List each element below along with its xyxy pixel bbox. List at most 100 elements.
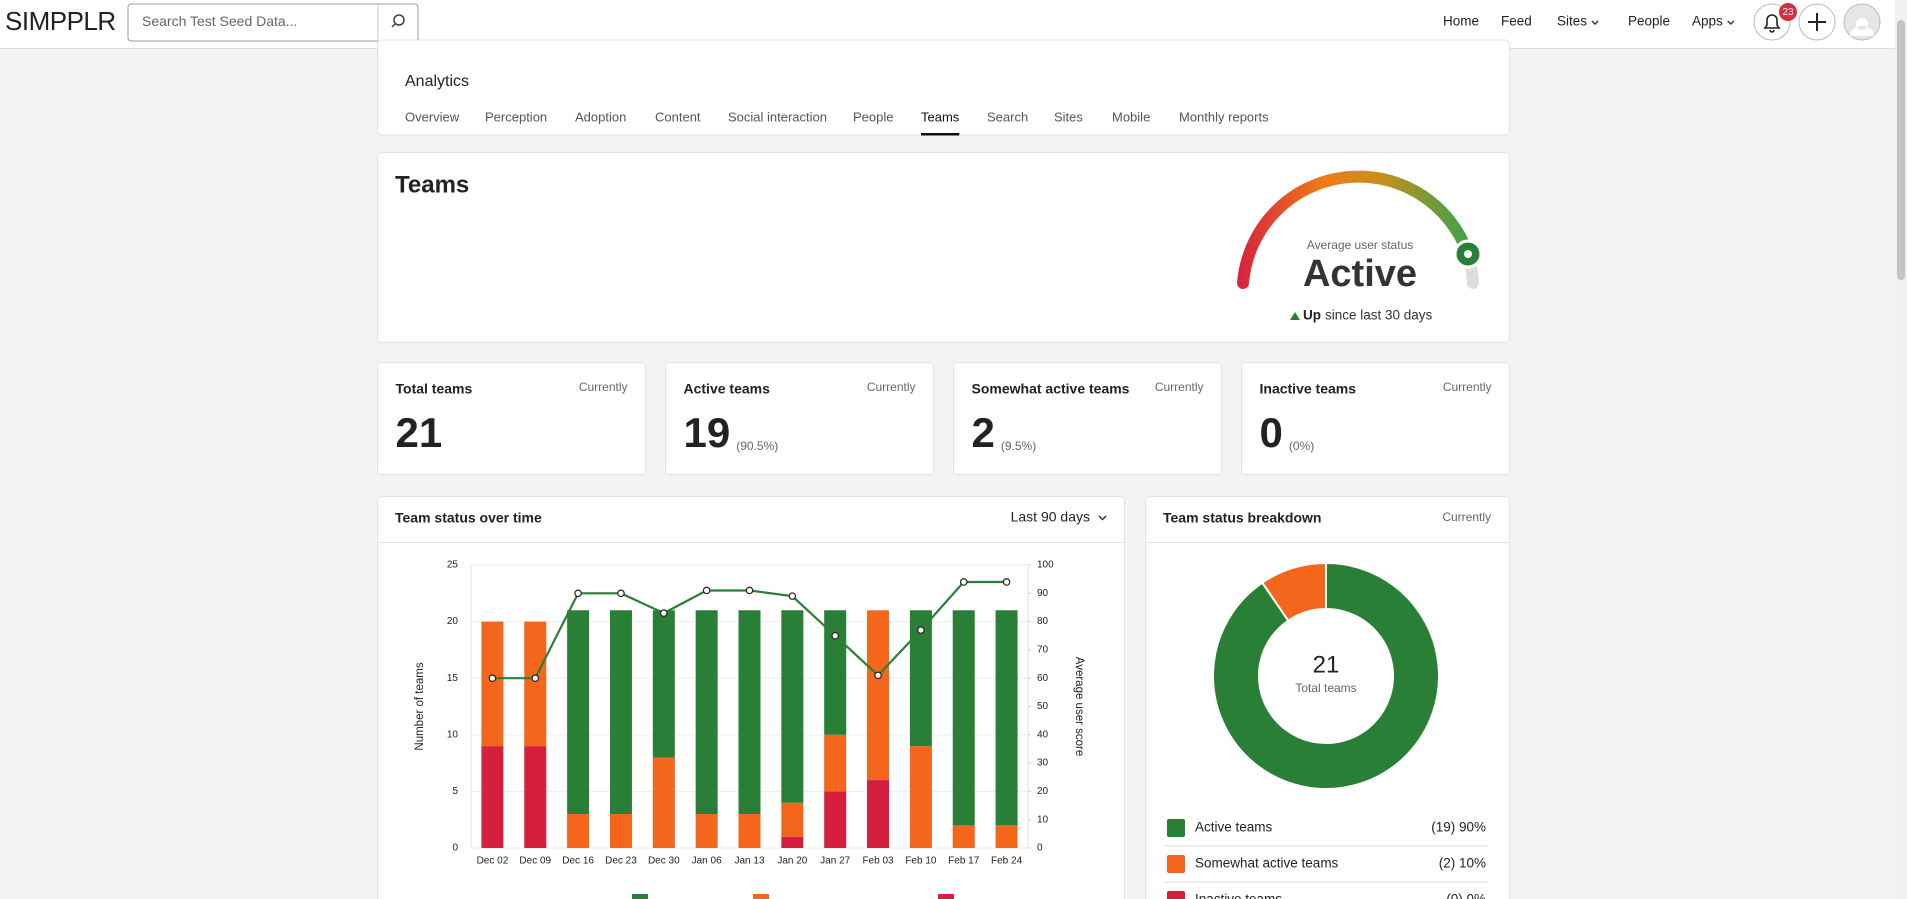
- tab[interactable]: Content: [655, 109, 701, 124]
- bar-segment: [738, 814, 761, 848]
- y2-tick-label: 60: [1037, 673, 1049, 684]
- badge-count: 23: [1782, 7, 1794, 18]
- score-point: [745, 586, 754, 595]
- x-tick-label: Jan 06: [692, 856, 722, 867]
- x-tick-label: Jan 20: [777, 856, 807, 867]
- gauge-marker-dot: [1464, 250, 1472, 258]
- y2-tick-label: 0: [1037, 843, 1043, 854]
- bar-segment: [824, 734, 847, 792]
- y-tick-label: 5: [452, 786, 458, 797]
- score-point: [531, 674, 540, 683]
- bar-segment: [524, 621, 547, 747]
- breakdown-card: [1145, 496, 1510, 899]
- y2-tick-label: 100: [1037, 560, 1054, 571]
- tab[interactable]: Sites: [1054, 109, 1083, 124]
- stat-value: 21: [396, 409, 443, 456]
- nav-link[interactable]: Home: [1443, 14, 1479, 29]
- x-tick-label: Feb 17: [948, 856, 980, 867]
- donut-slice: [1212, 561, 1440, 790]
- stat-value: 19: [684, 409, 731, 456]
- stat-title: Total teams: [396, 381, 473, 397]
- score-point: [788, 592, 797, 600]
- stat-share: (90.5%): [736, 439, 778, 453]
- y-tick-label: 20: [447, 616, 459, 627]
- legend-value: (2) 10%: [1439, 856, 1486, 871]
- stat-period: Currently: [1443, 380, 1492, 394]
- legend-swatch: [753, 894, 769, 899]
- nav-link[interactable]: Sites: [1557, 14, 1587, 29]
- x-tick-label: Feb 10: [905, 856, 937, 867]
- bar-segment: [781, 836, 804, 848]
- search-icon[interactable]: [391, 14, 405, 28]
- stat-period: Currently: [1155, 380, 1204, 394]
- stat-card: [665, 362, 934, 475]
- bar-segment: [567, 610, 590, 815]
- bar-segment: [481, 746, 504, 848]
- legend-swatch: [1167, 819, 1185, 837]
- chart-title: Team status over time: [395, 510, 542, 526]
- y2-tick-label: 40: [1037, 729, 1049, 740]
- legend-label: Inactive teams: [1195, 892, 1282, 899]
- nav: Home Feed Sites People Apps: [1443, 14, 1735, 29]
- tab[interactable]: Mobile: [1112, 109, 1150, 124]
- nav-link[interactable]: Apps: [1692, 14, 1723, 29]
- trend: Up: [1303, 308, 1321, 323]
- y2-tick-label: 80: [1037, 616, 1049, 627]
- score-point: [831, 631, 839, 640]
- bar-segment: [695, 610, 718, 815]
- tab[interactable]: Perception: [485, 109, 547, 124]
- dropdown-chevron: [1098, 515, 1107, 521]
- y2-tick-label: 10: [1037, 814, 1049, 825]
- legend-value: (19) 90%: [1431, 820, 1486, 835]
- scrollbar-thumb[interactable]: [1897, 20, 1905, 280]
- donut-slice: [1260, 561, 1327, 623]
- score-point: [617, 589, 625, 598]
- bar-segment: [652, 610, 675, 758]
- tab[interactable]: Adoption: [575, 109, 626, 124]
- search-placeholder[interactable]: Search Test Seed Data...: [142, 13, 297, 29]
- gauge-status: Active: [1303, 253, 1417, 295]
- teams-card: [377, 152, 1510, 343]
- score-point: [488, 674, 497, 683]
- y-axis-title: Number of teams: [414, 662, 426, 750]
- y2-tick-label: 50: [1037, 701, 1049, 712]
- tab[interactable]: Teams: [921, 109, 960, 124]
- bar-segment: [995, 610, 1018, 826]
- y2-tick-label: 70: [1037, 645, 1049, 656]
- period-dropdown[interactable]: Last 90 days: [1011, 509, 1090, 525]
- stats: Total teams Currently 21 Active teams Curren…: [377, 362, 1510, 475]
- x-tick-label: Feb 24: [991, 856, 1023, 867]
- x-tick-label: Dec 30: [648, 856, 680, 867]
- logo[interactable]: SIMPPLR: [5, 6, 116, 36]
- tabs: Overview Perception Adoption Content Social …: [405, 109, 1269, 136]
- tab[interactable]: People: [853, 109, 893, 124]
- stat-card: [953, 362, 1222, 475]
- tab[interactable]: Overview: [405, 109, 460, 124]
- nav-link[interactable]: People: [1628, 14, 1670, 29]
- search-box[interactable]: [127, 3, 419, 42]
- legend-label: Active teams: [1195, 820, 1273, 835]
- tab[interactable]: Social interaction: [728, 109, 827, 124]
- x-tick-label: Dec 02: [477, 856, 509, 867]
- donut-center-label: Total teams: [1295, 681, 1356, 695]
- stat-title: Somewhat active teams: [972, 381, 1130, 397]
- nav-link[interactable]: Feed: [1501, 14, 1532, 29]
- y-tick-label: 15: [447, 673, 459, 684]
- bar-segment: [867, 780, 890, 848]
- bar-segment: [567, 814, 590, 848]
- y-tick-label: 10: [447, 729, 459, 740]
- y-tick-label: 25: [447, 560, 459, 571]
- bell-icon: [1763, 14, 1781, 33]
- tab[interactable]: Search: [987, 109, 1028, 124]
- bar-segment: [524, 746, 547, 848]
- badge: [1779, 3, 1797, 21]
- tab[interactable]: Monthly reports: [1179, 109, 1269, 124]
- analytics-title: Analytics: [405, 73, 469, 90]
- bar-segment: [824, 791, 847, 848]
- stat-card: [1241, 362, 1510, 475]
- nav-chevron: [1727, 20, 1735, 25]
- legend-swatch: [1167, 855, 1185, 873]
- y2-tick-label: 20: [1037, 786, 1049, 797]
- legend-swatch: [938, 894, 954, 899]
- score-point: [917, 626, 925, 634]
